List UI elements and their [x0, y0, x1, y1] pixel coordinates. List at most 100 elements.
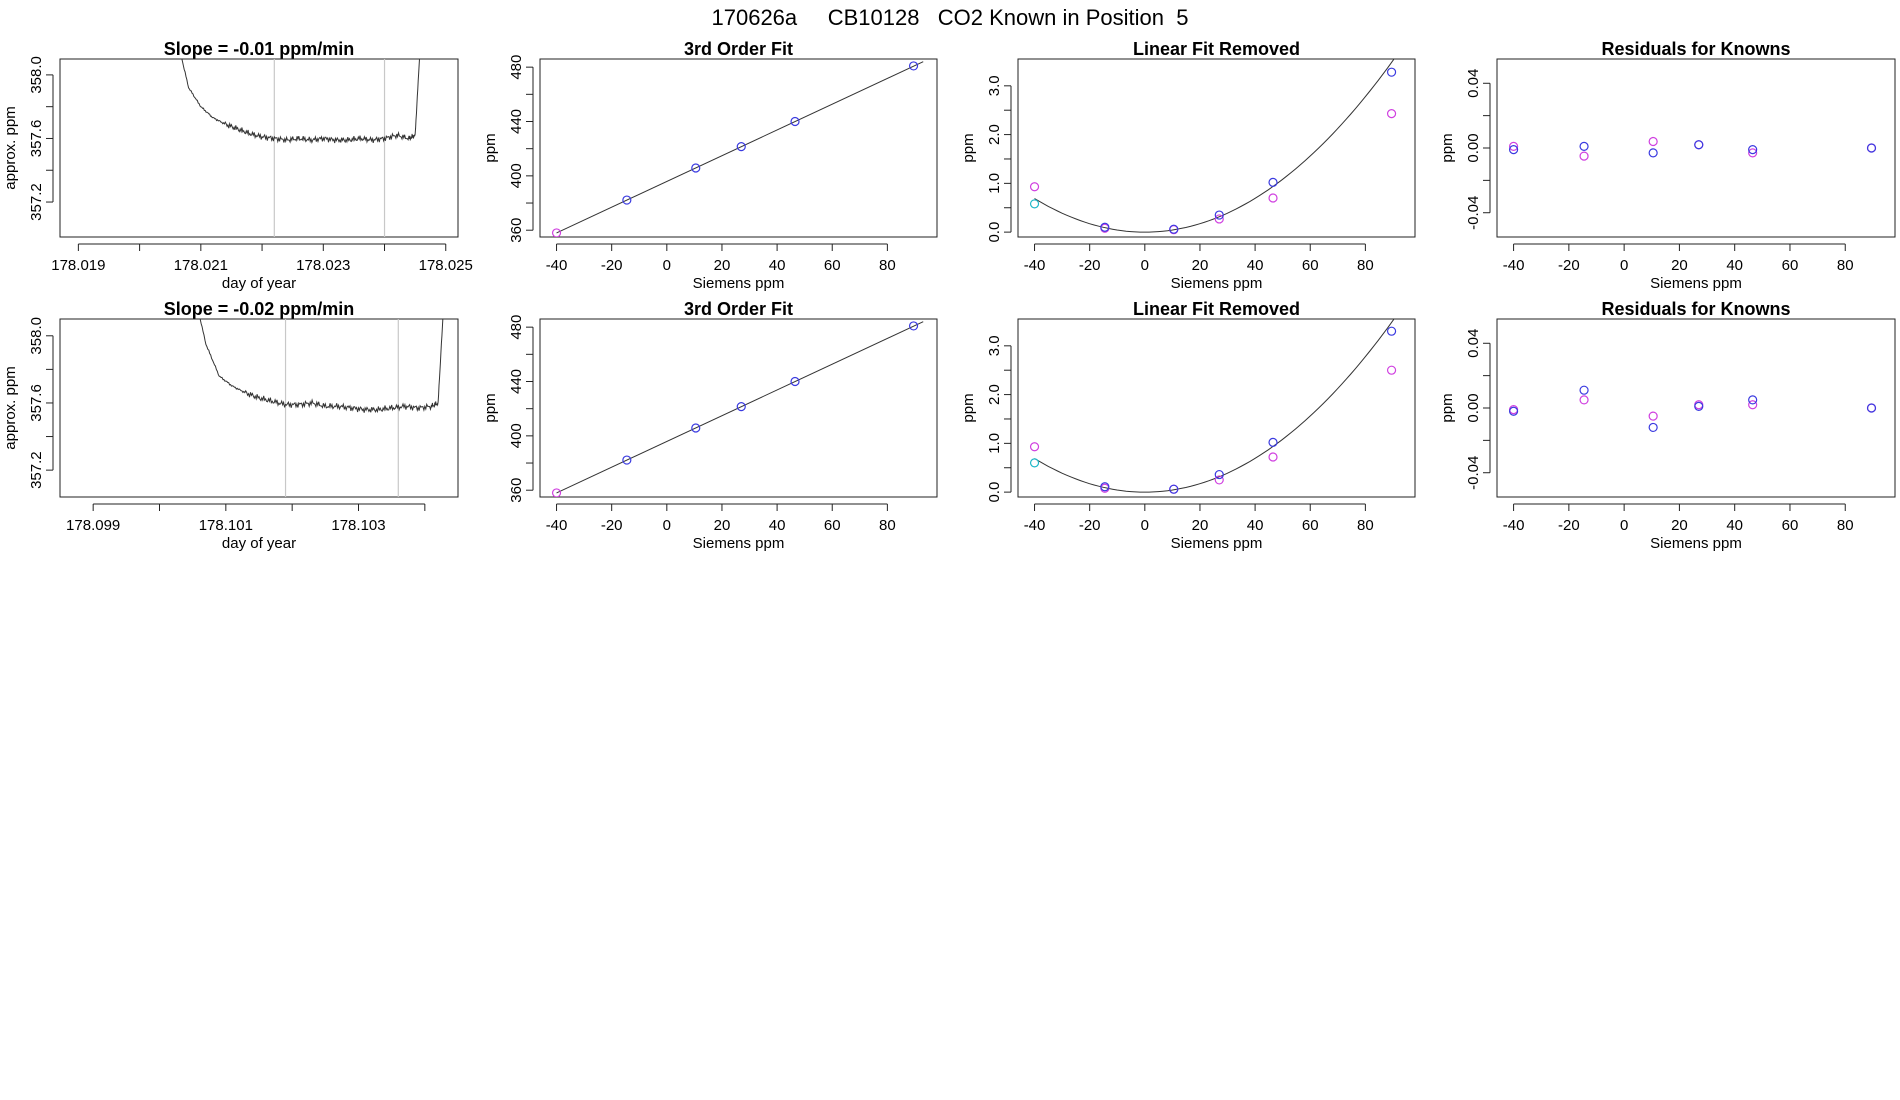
plot-frame — [539, 58, 938, 238]
x-tick-label: 0 — [1141, 517, 1149, 534]
data-point-magenta — [551, 488, 562, 497]
x-axis-label: Siemens ppm — [1650, 275, 1742, 292]
fit-line — [556, 61, 924, 234]
plot-frame — [1496, 318, 1896, 498]
y-tick-label: 2.0 — [986, 124, 1003, 145]
data-point-magenta — [1748, 148, 1758, 158]
plot-area — [181, 59, 420, 237]
plot-area — [551, 321, 924, 497]
y-tick-label: 360 — [508, 478, 525, 503]
chart-title: 3rd Order Fit — [684, 39, 793, 59]
chart-panel-7: Linear Fit Removed -40 -20 0 20 40 60 80 Siemens… — [960, 299, 1416, 552]
chart-panel-4: Residuals for Knowns -40 -20 0 20 40 60 80 Sieme… — [1439, 39, 1896, 292]
chart-panel-6: 3rd Order Fit -40 -20 0 20 40 60 80 Siemens ppm 3… — [482, 299, 938, 552]
y-tick-label: 440 — [508, 369, 525, 394]
data-point-blue — [908, 321, 919, 331]
data-point-blue — [1386, 326, 1397, 336]
data-point-blue — [1748, 395, 1758, 405]
x-tick-label: 80 — [879, 517, 896, 534]
x-tick-label: 80 — [879, 257, 896, 274]
y-axis-label: ppm — [960, 393, 977, 422]
x-axis-label: Siemens ppm — [1171, 535, 1263, 552]
x-tick-label: 40 — [1247, 517, 1264, 534]
plot-frame — [1017, 58, 1416, 238]
data-point-blue — [1386, 67, 1397, 77]
x-tick-label: 60 — [824, 517, 841, 534]
data-point-blue — [1169, 224, 1179, 234]
x-tick-label: 20 — [1192, 517, 1209, 534]
data-point-blue — [736, 142, 746, 152]
y-tick-label: 2.0 — [986, 384, 1003, 405]
data-point-blue — [790, 116, 800, 127]
data-point-blue — [790, 376, 800, 387]
plot-frame — [539, 318, 938, 498]
data-point-blue — [1866, 143, 1877, 153]
y-tick-label: 357.2 — [28, 451, 45, 489]
x-tick-label: 40 — [769, 257, 786, 274]
data-point-blue — [622, 195, 632, 205]
data-point-magenta — [1579, 395, 1589, 405]
x-tick-label: 40 — [1247, 257, 1264, 274]
data-point-blue — [691, 423, 701, 433]
y-tick-label: 1.0 — [986, 173, 1003, 194]
x-tick-label: -40 — [1024, 257, 1046, 274]
plot-area — [1508, 385, 1877, 433]
x-tick-label: -40 — [1503, 257, 1525, 274]
x-tick-label: 40 — [1726, 257, 1743, 274]
data-point-blue — [1169, 484, 1179, 494]
x-tick-label: 20 — [1671, 257, 1688, 274]
x-axis-label: day of year — [222, 535, 296, 552]
plot-area — [551, 61, 924, 237]
chart-title: Residuals for Knowns — [1601, 299, 1790, 319]
data-point-magenta — [1386, 109, 1397, 119]
fit-curve — [1034, 319, 1395, 493]
fit-curve — [1034, 59, 1395, 233]
x-tick-label: -40 — [1503, 517, 1525, 534]
x-tick-label: -20 — [1079, 517, 1101, 534]
x-tick-label: 20 — [1192, 257, 1209, 274]
x-tick-label: 0 — [1141, 257, 1149, 274]
chart-panel-5: Slope = -0.02 ppm/min 178.099 178.101 178.1… — [2, 299, 459, 552]
x-tick-label: 80 — [1837, 517, 1854, 534]
x-tick-label: 178.019 — [51, 257, 105, 274]
x-tick-label: 178.021 — [174, 257, 228, 274]
y-tick-label: 3.0 — [986, 335, 1003, 356]
y-tick-label: 480 — [508, 55, 525, 80]
y-axis-label: ppm — [960, 133, 977, 162]
y-tick-label: 0.04 — [1465, 69, 1482, 98]
data-point-magenta — [1648, 136, 1658, 147]
x-axis-label: Siemens ppm — [1171, 275, 1263, 292]
plot-area — [1508, 136, 1877, 161]
x-tick-label: -20 — [1079, 257, 1101, 274]
x-tick-label: -20 — [601, 257, 623, 274]
y-axis-label: approx. ppm — [2, 366, 19, 449]
data-point-magenta — [1029, 442, 1040, 452]
data-point-blue — [1508, 406, 1519, 416]
x-tick-label: 178.023 — [296, 257, 350, 274]
data-point-magenta — [1748, 400, 1758, 410]
y-tick-label: 1.0 — [986, 433, 1003, 454]
y-tick-label: 357.6 — [28, 384, 45, 422]
y-tick-label: 357.2 — [28, 183, 45, 221]
y-tick-label: -0.04 — [1465, 456, 1482, 490]
x-tick-label: 0 — [663, 517, 671, 534]
data-point-blue — [1579, 141, 1589, 151]
data-point-blue — [1214, 469, 1224, 480]
x-tick-label: 20 — [714, 257, 731, 274]
plot-frame — [59, 58, 459, 238]
trace-line — [181, 59, 420, 144]
plot-area — [1029, 319, 1397, 494]
y-tick-label: 400 — [508, 423, 525, 448]
x-tick-label: 178.101 — [199, 517, 253, 534]
data-point-blue — [1100, 222, 1110, 232]
x-axis-label: Siemens ppm — [693, 275, 785, 292]
x-axis-label: Siemens ppm — [1650, 535, 1742, 552]
data-point-blue — [736, 402, 746, 412]
y-tick-label: 0.04 — [1465, 329, 1482, 358]
x-tick-label: -40 — [546, 517, 568, 534]
y-tick-label: 358.0 — [28, 56, 45, 94]
data-point-blue — [1694, 401, 1704, 411]
x-tick-label: 20 — [714, 517, 731, 534]
data-point-blue — [1648, 422, 1658, 433]
